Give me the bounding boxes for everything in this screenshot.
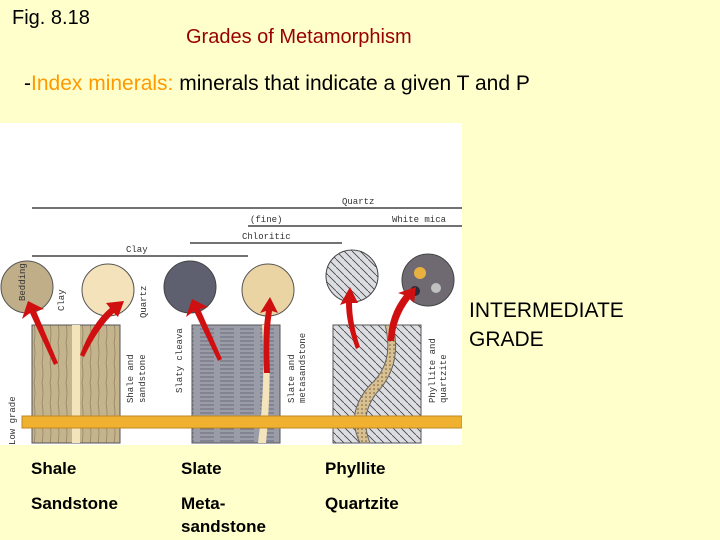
grade-bar — [21, 415, 463, 429]
arrow-icon — [80, 301, 124, 357]
fine-label: (fine) — [250, 215, 282, 225]
slaty-cleavage-label: Slaty cleava — [175, 328, 185, 393]
grade-line-1: INTERMEDIATE — [469, 299, 624, 322]
magnified-circles — [0, 249, 455, 317]
phyllite-label-1: Phyllite and — [428, 338, 438, 403]
index-minerals-highlight: Index minerals: — [31, 72, 174, 95]
quartz-circle — [81, 263, 135, 317]
low-grade-label: Low grade — [8, 396, 18, 445]
arrow-icon — [340, 287, 360, 349]
quartz-range-label: Quartz — [342, 197, 374, 207]
slate-label-2: metasandstone — [298, 333, 308, 403]
grade-label: INTERMEDIATE GRADE — [469, 296, 624, 354]
phyllite-label-2: quartzite — [439, 354, 449, 403]
slate-label-1: Slate and — [287, 354, 297, 403]
grade-line-2: GRADE — [469, 328, 544, 351]
arrow-icon — [388, 287, 416, 341]
definition-text: minerals that indicate a given T and P — [173, 72, 530, 95]
rock-slate: Slate — [181, 459, 222, 478]
rock-metasandstone: Meta-sandstone — [181, 492, 266, 538]
white-mica-label: White mica — [392, 215, 447, 225]
bedding-label: Bedding — [18, 263, 28, 301]
arrow-icon — [22, 301, 58, 365]
rock-quartzite: Quartzite — [325, 494, 399, 513]
metamorphism-figure: Quartz (fine) White mica Chloritic Clay … — [0, 123, 463, 445]
arrow-icon — [260, 297, 278, 373]
rock-phyllite: Phyllite — [325, 459, 386, 478]
sandstone-bed — [72, 325, 80, 443]
metasandstone-line-1: Meta- — [181, 494, 226, 513]
metasandstone-line-2: sandstone — [181, 517, 267, 536]
slide-title: Grades of Metamorphism — [186, 26, 412, 48]
red-arrows — [22, 287, 416, 373]
shale-sandstone-label-1: Shale and — [126, 354, 136, 403]
slide-subtitle: -Index minerals: minerals that indicate … — [24, 72, 530, 96]
clay-label: Clay — [57, 289, 67, 311]
arrow-icon — [186, 299, 222, 361]
clay-range-label: Clay — [126, 245, 148, 255]
figure-number: Fig. 8.18 — [12, 7, 90, 29]
quartz-label: Quartz — [139, 286, 149, 318]
quartzite-bed — [353, 324, 397, 444]
mineral-ranges: Quartz (fine) White mica Chloritic Clay — [32, 197, 462, 257]
shale-sandstone-label-2: sandstone — [138, 354, 148, 403]
rock-sandstone: Sandstone — [31, 494, 118, 513]
rock-shale: Shale — [31, 459, 77, 478]
chloritic-label: Chloritic — [242, 232, 291, 242]
dash: - — [24, 72, 31, 95]
